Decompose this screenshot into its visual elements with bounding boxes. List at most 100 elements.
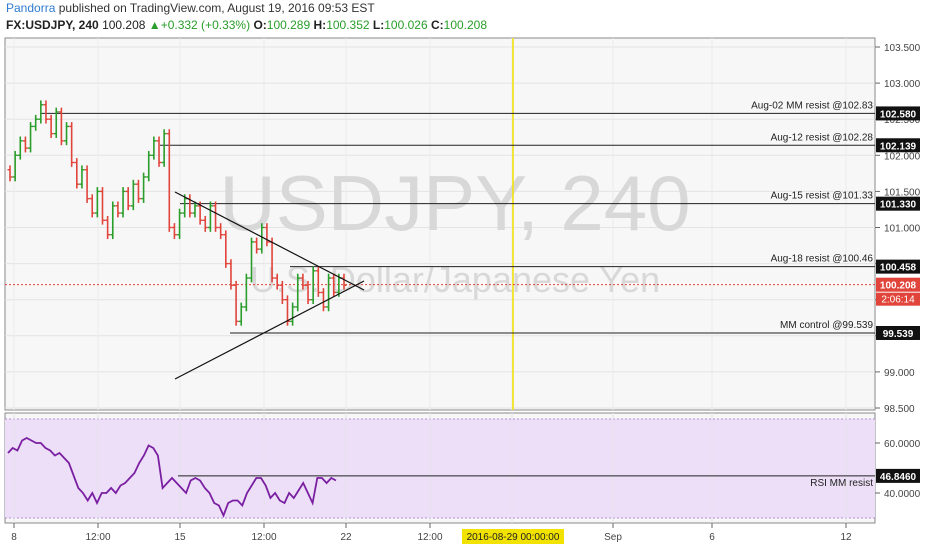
lower-trendline[interactable] [174, 280, 365, 380]
time-tick-label: 12:00 [251, 532, 276, 543]
price-bar [243, 273, 249, 312]
price-bar [320, 288, 326, 312]
countdown-label: 2:06:14 [881, 295, 915, 306]
level-label: Aug-15 resist @101.33 [771, 191, 874, 202]
price-bar [48, 114, 54, 138]
symbol-name[interactable]: FX:USDJPY, 240 [6, 18, 99, 32]
price-bar [125, 187, 131, 211]
price-bar [22, 136, 28, 153]
price-bar [110, 201, 116, 240]
rsi-tag-label: 46.8460 [880, 472, 917, 483]
watermark-subtitle: U.S. Dollar/Japanese Yen [250, 259, 660, 300]
price-tag [876, 138, 920, 153]
price-bar [99, 187, 105, 225]
price-tick-label: 102.500 [884, 115, 921, 126]
date-highlight-label: 2016-08-29 00:00:00 [467, 532, 560, 543]
author-link[interactable]: Pandorra [6, 1, 56, 15]
price-bar [331, 273, 337, 297]
price-bar [249, 237, 255, 283]
date-highlight-tag [462, 529, 564, 544]
price-bar [161, 129, 167, 167]
price-change: +0.332 (+0.33%) [160, 18, 251, 32]
time-tick-label: 6 [709, 532, 715, 543]
time-tick-label: 12 [840, 532, 852, 543]
price-bar [305, 280, 311, 305]
price-bar [213, 201, 219, 232]
symbol-legend: FX:USDJPY, 240 100.208 ▲+0.332 (+0.33%) … [6, 18, 487, 32]
rsi-band [5, 419, 875, 518]
grid [5, 38, 875, 523]
price-bar [254, 237, 260, 254]
price-tick-label: 101.500 [884, 187, 921, 198]
countdown-tag [876, 292, 920, 306]
time-tick-label: Sep [604, 532, 622, 543]
rsi-axis[interactable]: 60.0000 40.0000 46.8460 [875, 439, 921, 500]
price-bar [202, 215, 208, 232]
time-axis[interactable]: 8 12:00 15 12:00 22 12:00 Sep 6 12 2016-08-29 00:… [11, 523, 852, 544]
price-bar [135, 179, 141, 203]
last-price: 100.208 [102, 18, 146, 32]
price-tag-label: 100.458 [880, 263, 917, 274]
time-tick-label: 15 [174, 532, 186, 543]
price-bar [58, 107, 64, 146]
rsi-line [7, 436, 337, 518]
price-pane[interactable] [4, 37, 876, 411]
price-axis[interactable]: 103.500 103.000 102.500 102.000 101.500 101.0… [875, 43, 921, 415]
price-bar [310, 266, 316, 305]
price-tag [876, 259, 920, 274]
price-bar [279, 280, 285, 305]
price-bar [233, 280, 239, 326]
price-bar [156, 136, 162, 167]
price-bar [166, 129, 172, 232]
price-bar [43, 100, 49, 124]
up-arrow-icon: ▲ [148, 18, 161, 32]
high-value: 100.352 [326, 18, 370, 32]
rsi-tick-label: 60.0000 [884, 439, 921, 450]
price-bar [146, 150, 152, 182]
level-label: MM control @99.539 [780, 320, 873, 331]
rsi-tag [876, 468, 920, 483]
low-label: L: [372, 18, 385, 32]
price-bar [105, 215, 111, 240]
price-bar [192, 201, 198, 218]
level-lines: Aug-02 MM resist @102.83 Aug-12 resist @1… [40, 100, 875, 334]
price-bar [274, 273, 280, 290]
price-bar [326, 273, 332, 312]
price-bar [64, 122, 70, 146]
time-tick-label: 12:00 [417, 532, 442, 543]
price-bar [28, 122, 34, 153]
close-label: C: [430, 18, 444, 32]
open-label: O: [253, 18, 267, 32]
rsi-tick-label: 40.0000 [884, 489, 921, 500]
price-tag [876, 106, 920, 121]
publish-text: published on TradingView.com, August 19,… [58, 1, 375, 15]
low-value: 100.026 [384, 18, 428, 32]
price-bar [74, 158, 80, 189]
price-bar [141, 172, 147, 203]
price-tick-label: 99.000 [884, 368, 915, 379]
open-value: 100.289 [266, 18, 311, 32]
price-bar [151, 136, 157, 160]
rsi-level-label: RSI MM resist [810, 478, 873, 489]
high-label: H: [313, 18, 327, 32]
price-tag-label: 102.580 [880, 109, 917, 120]
price-bar [315, 266, 321, 297]
price-bar [115, 201, 121, 218]
price-bar [264, 223, 270, 247]
upper-trendline[interactable] [174, 191, 365, 291]
price-bar [69, 122, 75, 167]
close-value: 100.208 [443, 18, 488, 32]
price-bar [79, 165, 85, 189]
price-tag-label: 99.539 [883, 329, 914, 340]
price-bar [12, 150, 18, 182]
price-bar [290, 302, 296, 326]
price-tick-label: 101.000 [884, 224, 921, 235]
current-price-tag [876, 277, 920, 292]
price-bar [295, 273, 301, 312]
price-bar [228, 259, 234, 290]
price-bars [7, 100, 347, 326]
price-bar [238, 302, 244, 326]
price-bar [300, 273, 306, 290]
level-label: Aug-18 resist @100.46 [771, 254, 874, 265]
